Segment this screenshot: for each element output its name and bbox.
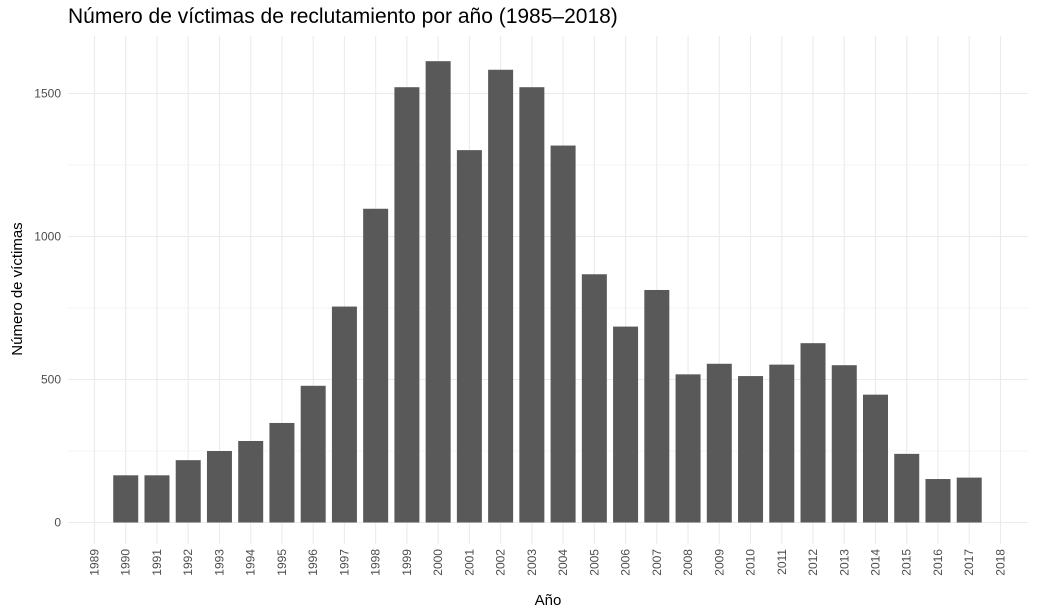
- x-tick-label: 1996: [306, 549, 320, 576]
- bar-2017: [956, 477, 982, 523]
- x-tick-label: 2017: [962, 549, 976, 576]
- bar-1998: [363, 208, 389, 523]
- x-tick-label: 2013: [837, 549, 851, 576]
- bar-1993: [206, 451, 232, 523]
- x-tick-label: 1997: [337, 549, 351, 576]
- y-axis-ticks: 0 500 1000 1500: [34, 87, 61, 530]
- y-axis-title: Número de víctimas: [9, 222, 26, 355]
- bar-2010: [738, 376, 764, 523]
- bar-2013: [831, 365, 857, 523]
- bar-1994: [238, 440, 264, 523]
- x-tick-label: 2014: [869, 549, 883, 576]
- bar-2000: [425, 61, 451, 523]
- x-tick-label: 2003: [525, 549, 539, 576]
- bar-1997: [331, 306, 357, 523]
- x-axis-title: Año: [535, 592, 562, 609]
- x-tick-label: 2002: [494, 549, 508, 576]
- y-tick-label: 500: [41, 373, 61, 387]
- y-tick-label: 1500: [34, 87, 61, 101]
- bar-2006: [613, 326, 639, 523]
- bar-2004: [550, 145, 576, 523]
- bar-2002: [488, 69, 514, 523]
- x-tick-label: 1989: [88, 549, 102, 576]
- bar-2015: [894, 453, 920, 523]
- x-tick-label: 2004: [556, 549, 570, 576]
- x-tick-label: 1994: [244, 549, 258, 576]
- x-tick-label: 1991: [150, 549, 164, 576]
- x-axis-ticks: 1989 1990 1991 1992 1993 1994 1995 1996 1997 1998…: [88, 549, 1008, 576]
- x-tick-label: 1999: [400, 549, 414, 576]
- x-tick-label: 2007: [650, 549, 664, 576]
- bar-1995: [269, 422, 295, 523]
- x-tick-label: 2005: [587, 549, 601, 576]
- bar-2003: [519, 87, 545, 523]
- x-tick-label: 2010: [744, 549, 758, 576]
- bar-2007: [644, 289, 670, 523]
- bar-1990: [113, 475, 139, 523]
- y-tick-label: 0: [54, 516, 61, 530]
- chart-title: Número de víctimas de reclutamiento por …: [68, 5, 618, 28]
- bar-1992: [175, 460, 201, 523]
- bar-1999: [394, 87, 420, 523]
- x-tick-label: 2009: [712, 549, 726, 576]
- x-tick-label: 2018: [993, 549, 1007, 576]
- x-tick-label: 2008: [681, 549, 695, 576]
- x-tick-label: 2011: [775, 549, 789, 575]
- bar-2008: [675, 374, 701, 523]
- bar-1996: [300, 385, 326, 523]
- x-tick-label: 1993: [212, 549, 226, 576]
- bar-2005: [581, 274, 607, 523]
- x-tick-label: 1992: [181, 549, 195, 576]
- x-tick-label: 2001: [462, 549, 476, 576]
- x-tick-label: 1998: [369, 549, 383, 576]
- bar-2011: [769, 364, 795, 523]
- y-tick-label: 1000: [34, 230, 61, 244]
- bar-1991: [144, 475, 170, 523]
- bar-2014: [863, 394, 888, 523]
- x-tick-label: 1990: [119, 549, 133, 576]
- x-tick-label: 2006: [619, 549, 633, 576]
- bar-2009: [706, 363, 732, 523]
- x-tick-label: 2015: [900, 549, 914, 576]
- bar-2016: [925, 479, 951, 523]
- x-tick-label: 2016: [931, 549, 945, 576]
- x-tick-label: 2012: [806, 549, 820, 576]
- bars: [113, 61, 982, 523]
- x-tick-label: 2000: [431, 549, 445, 576]
- bar-2012: [800, 343, 826, 523]
- bar-2001: [456, 150, 482, 523]
- x-tick-label: 1995: [275, 549, 289, 576]
